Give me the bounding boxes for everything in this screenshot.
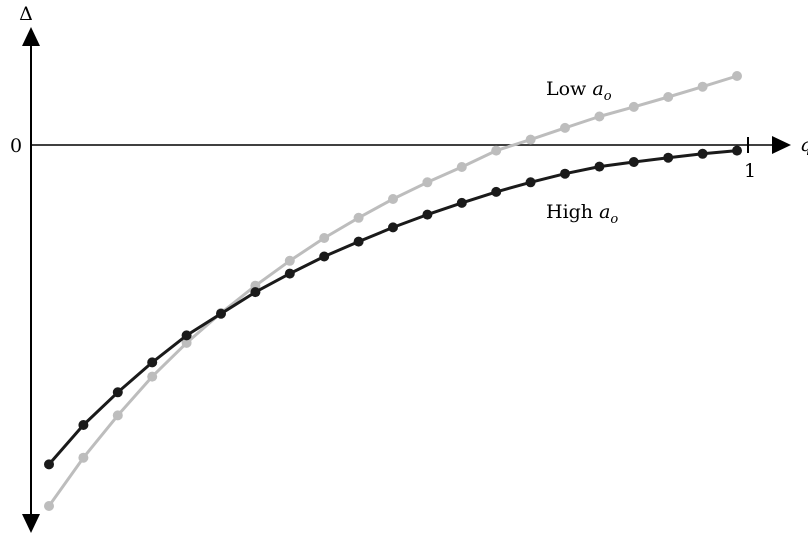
series-point-high — [525, 177, 536, 188]
series-point-low — [560, 122, 570, 133]
series-point-high — [284, 268, 295, 279]
series-point-low — [628, 101, 639, 112]
y-axis: Δ — [19, 3, 40, 533]
series-label-high-name: High — [546, 201, 593, 223]
series-point-low — [491, 145, 502, 156]
series-label-high-subscript: o — [610, 212, 618, 227]
series-point-high — [663, 152, 674, 163]
series-point-high — [250, 287, 261, 298]
series-point-low — [525, 134, 536, 145]
series-point-high — [422, 209, 433, 220]
series-point-high — [319, 251, 330, 262]
series-high — [44, 145, 742, 470]
series-label-low-name: Low — [546, 78, 587, 100]
series-point-high — [388, 222, 398, 233]
series-label-low-var: a — [592, 78, 603, 100]
series-point-high — [697, 148, 708, 159]
x-axis-label: q — [800, 134, 808, 156]
series-low — [44, 71, 742, 511]
series-point-high — [216, 308, 226, 319]
series-point-low — [284, 255, 295, 266]
x-tick-label-1: 1 — [744, 160, 756, 182]
series-point-low — [78, 452, 89, 463]
series-point-low — [112, 410, 123, 421]
series-point-low — [594, 111, 605, 122]
series-label-high-var: a — [599, 201, 610, 223]
series-point-high — [147, 357, 158, 368]
series-label-low: Low ao — [546, 78, 612, 104]
series-point-low — [181, 337, 192, 348]
y-axis-up-arrow — [22, 27, 40, 46]
x-axis-right-arrow — [772, 136, 791, 154]
y-axis-down-arrow — [22, 514, 40, 533]
series-line-low — [47, 74, 738, 507]
series-point-high — [44, 459, 54, 470]
series-point-high — [491, 186, 502, 197]
series-point-high — [78, 420, 89, 430]
series-point-low — [44, 501, 54, 511]
series-point-low — [353, 212, 364, 223]
series-point-high — [456, 197, 467, 208]
series-point-high — [353, 236, 364, 247]
series-point-low — [319, 233, 330, 243]
series-point-low — [732, 71, 742, 81]
series-layer — [44, 71, 742, 511]
series-point-low — [388, 194, 398, 204]
series-point-high — [112, 387, 123, 398]
series-label-low-subscript: o — [604, 89, 612, 104]
series-point-high — [594, 161, 605, 172]
series-label-high: High ao — [546, 201, 618, 227]
x-axis: 1 q 0 — [10, 134, 808, 182]
series-point-high — [628, 157, 639, 167]
series-point-low — [663, 92, 674, 102]
series-point-low — [422, 177, 433, 188]
series-point-low — [456, 162, 467, 172]
series-point-low — [147, 371, 158, 382]
series-point-high — [732, 145, 742, 156]
series-point-high — [181, 330, 192, 341]
zero-label: 0 — [10, 135, 22, 157]
y-axis-label: Δ — [19, 3, 33, 25]
series-point-high — [560, 168, 570, 179]
series-point-low — [697, 81, 708, 92]
